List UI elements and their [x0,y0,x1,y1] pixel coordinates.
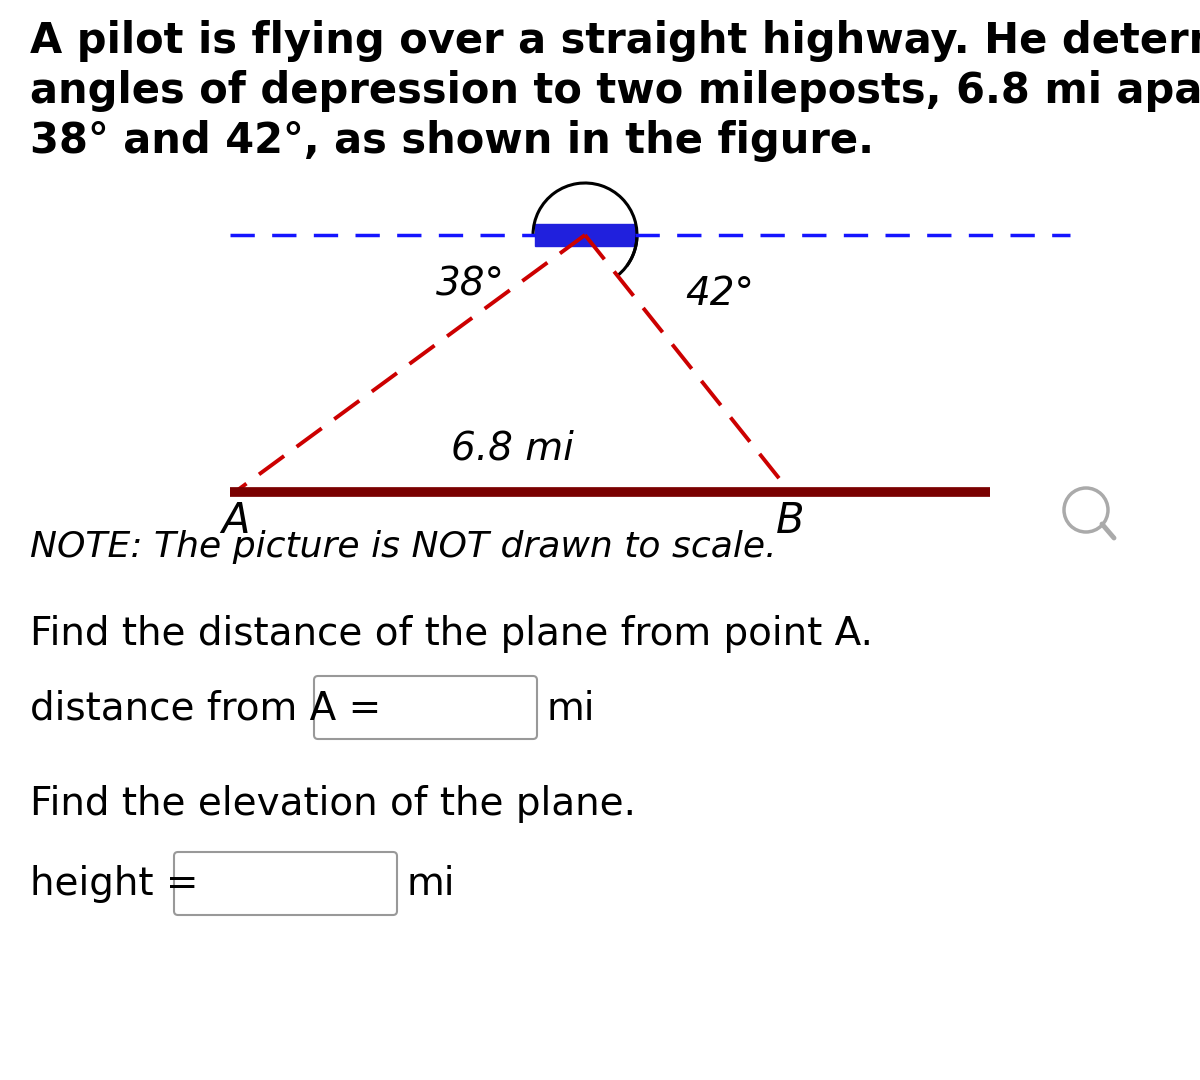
Text: B: B [775,500,804,542]
Text: A: A [221,500,250,542]
FancyBboxPatch shape [535,224,635,246]
Text: A pilot is flying over a straight highway. He determines the: A pilot is flying over a straight highwa… [30,21,1200,62]
Text: angles of depression to two mileposts, 6.8 mi apart, to be: angles of depression to two mileposts, 6… [30,70,1200,112]
Text: 38° and 42°, as shown in the figure.: 38° and 42°, as shown in the figure. [30,120,874,162]
Text: height =: height = [30,865,198,903]
Text: distance from A =: distance from A = [30,690,382,728]
Text: NOTE: The picture is NOT drawn to scale.: NOTE: The picture is NOT drawn to scale. [30,530,776,564]
Text: Find the elevation of the plane.: Find the elevation of the plane. [30,785,636,823]
Text: mi: mi [547,690,595,728]
Text: 38°: 38° [436,265,504,303]
FancyBboxPatch shape [314,676,538,739]
Text: 42°: 42° [685,275,754,313]
FancyBboxPatch shape [174,852,397,915]
Text: Find the distance of the plane from point A.: Find the distance of the plane from poin… [30,615,874,653]
Text: 6.8 mi: 6.8 mi [451,429,574,467]
Text: mi: mi [407,865,456,903]
